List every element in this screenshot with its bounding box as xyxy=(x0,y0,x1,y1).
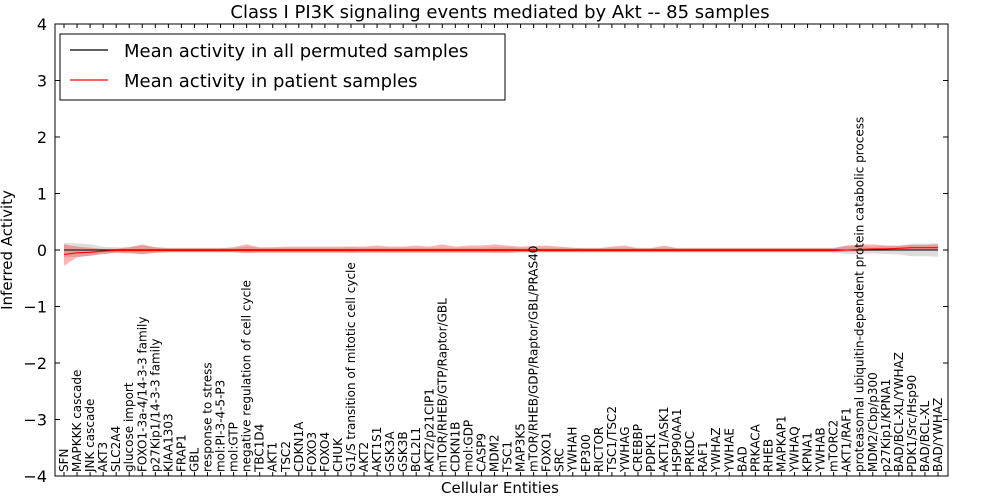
y-tick-label: 3 xyxy=(37,72,47,91)
category-label: FRAP1 xyxy=(174,434,188,472)
category-label: MAP3K5 xyxy=(514,423,528,472)
series-lines xyxy=(63,247,938,256)
y-tick-label: −3 xyxy=(23,411,47,430)
category-label: EP300 xyxy=(579,434,593,472)
category-label: YWHAZ xyxy=(709,427,723,473)
category-label: BAD xyxy=(735,446,749,472)
category-label: AKT1/RAF1 xyxy=(840,407,854,472)
category-label: TBC1D4 xyxy=(253,424,267,473)
category-label: mTORC2 xyxy=(827,420,841,472)
category-label: HSP90AA1 xyxy=(670,408,684,472)
category-label: mol:PI-3-4-5-P3 xyxy=(214,380,228,472)
category-label: PRKDC xyxy=(683,431,697,472)
category-label: MAPKAP1 xyxy=(774,415,788,472)
category-label: response to stress xyxy=(200,362,214,472)
category-label: YWHAE xyxy=(722,428,736,473)
category-label: AKT1/ASK1 xyxy=(657,407,671,472)
legend: Mean activity in all permuted samples Me… xyxy=(59,33,506,101)
category-label: AKT1S1 xyxy=(370,427,384,472)
category-label: RICTOR xyxy=(592,427,606,472)
legend-box xyxy=(59,33,506,101)
category-label: FOXO4 xyxy=(318,432,332,472)
category-label: YWHAB xyxy=(814,427,828,473)
category-label: mol:GTP xyxy=(227,422,241,472)
category-label: YWHAQ xyxy=(788,426,802,473)
category-label: CREBBP xyxy=(631,424,645,472)
y-tick-label: −1 xyxy=(23,298,47,317)
category-label: GSK3B xyxy=(396,431,410,472)
category-label: CDKN1B xyxy=(448,422,462,472)
category-label: CHUK xyxy=(331,437,345,472)
category-label: PDPK1 xyxy=(644,433,658,472)
category-label: SFN xyxy=(57,449,71,473)
category-label: GSK3A xyxy=(383,431,397,472)
y-tick-label: 4 xyxy=(37,15,47,34)
category-label: AKT2/p21CIP1 xyxy=(422,388,436,472)
category-label: MDM2/Cbp/p300 xyxy=(866,372,880,472)
legend-label-permuted: Mean activity in all permuted samples xyxy=(124,41,468,62)
category-label: proteasomal ubiquitin-dependent protein … xyxy=(853,117,867,472)
y-tick-label: −2 xyxy=(23,354,47,373)
category-label: AKT3 xyxy=(96,442,110,472)
category-label: YWHAH xyxy=(566,427,580,473)
y-axis-ticks: −4 −3 −2 −1 0 1 2 3 4 xyxy=(23,15,948,486)
category-label: AKT2 xyxy=(357,442,371,472)
category-label: CASP9 xyxy=(474,433,488,472)
plot-frame xyxy=(54,23,949,477)
y-axis-label: Inferred Activity xyxy=(0,190,16,310)
category-label: TSC2 xyxy=(279,441,293,473)
y-tick-label: 1 xyxy=(37,185,47,204)
category-label: TSC1 xyxy=(501,441,515,473)
category-label: TSC1/TSC2 xyxy=(605,406,619,473)
category-label: G1/S transition of mitotic cell cycle xyxy=(344,262,358,472)
category-label: SRC xyxy=(553,448,567,472)
category-label: SLC2A4 xyxy=(109,426,123,472)
category-label: CDKN1A xyxy=(292,421,306,472)
category-label: negative regulation of cell cycle xyxy=(240,280,254,472)
x-axis-ticks xyxy=(63,24,939,476)
legend-label-patient: Mean activity in patient samples xyxy=(124,71,418,92)
category-label: mTOR/RHEB/GDP/Raptor/GBL/PRAS40 xyxy=(527,246,541,472)
category-label: YWHAG xyxy=(618,426,632,473)
category-labels: SFN MAPKKK cascade JNK cascade AKT3 SLC2A4 gl… xyxy=(57,117,945,473)
category-label: mol:GDP xyxy=(461,420,475,472)
category-label: AKT1 xyxy=(266,442,280,472)
category-label: BAD/BCL-XL xyxy=(918,400,932,472)
category-label: BAD/YWHAZ xyxy=(931,398,945,472)
category-label: glucose import xyxy=(122,382,136,472)
band-patient xyxy=(64,244,938,266)
category-label: FOXO1-3a-4/14-3-3 family xyxy=(135,317,149,473)
category-label: RHEB xyxy=(761,439,775,472)
category-label: MDM2 xyxy=(487,434,501,472)
category-label: RAF1 xyxy=(696,441,710,472)
category-label: GBL xyxy=(187,447,201,472)
x-axis-label: Cellular Entities xyxy=(441,479,559,497)
category-label: MAPKKK cascade xyxy=(70,370,84,472)
category-label: p27Kip1/14-3-3 family xyxy=(148,339,162,472)
category-label: p27Kip1/KPNA1 xyxy=(879,379,893,472)
line-patient-mean xyxy=(63,247,938,256)
category-label: JNK cascade xyxy=(83,399,97,473)
chart-title: Class I PI3K signaling events mediated b… xyxy=(230,2,769,23)
category-label: mTOR/RHEB/GTP/Raptor/GBL xyxy=(435,298,449,472)
category-label: FOXO1 xyxy=(540,432,554,472)
category-label: BAD/BCL-XL/YWHAZ xyxy=(892,352,906,472)
y-tick-label: −4 xyxy=(23,467,47,486)
category-label: PDK1/Src/Hsp90 xyxy=(905,375,919,472)
category-label: KIAA1303 xyxy=(161,413,175,472)
category-label: BCL2L1 xyxy=(409,427,423,472)
y-tick-label: 2 xyxy=(37,128,47,147)
y-tick-label: 0 xyxy=(37,241,47,260)
category-label: FOXO3 xyxy=(305,432,319,472)
category-label: PRKACA xyxy=(748,423,762,472)
confidence-bands xyxy=(64,243,938,266)
category-label: KPNA1 xyxy=(801,432,815,472)
